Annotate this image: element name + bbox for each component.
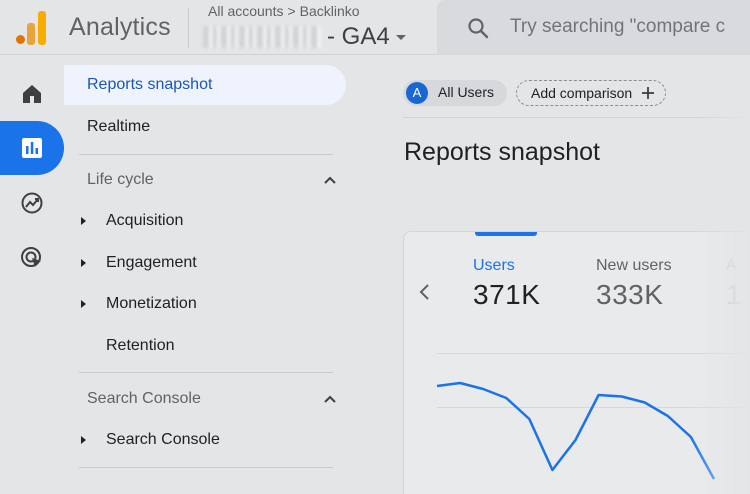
rail-advertising-button[interactable] bbox=[0, 231, 64, 285]
search-icon[interactable] bbox=[466, 16, 490, 40]
nav-item-label: Retention bbox=[106, 337, 175, 354]
users-series-line bbox=[436, 381, 716, 480]
nav-acquisition[interactable]: Acquisition bbox=[64, 201, 346, 241]
nav-reports-snapshot[interactable]: Reports snapshot bbox=[64, 65, 346, 105]
expand-triangle-icon[interactable] bbox=[81, 436, 86, 444]
section-life-cycle[interactable]: Life cycle bbox=[87, 165, 337, 195]
section-label: Search Console bbox=[87, 390, 201, 407]
breadcrumb-root[interactable]: All accounts bbox=[208, 3, 284, 19]
search-input[interactable]: Try searching "compare c bbox=[510, 16, 726, 37]
metric-tab-users[interactable]: Users 371K bbox=[473, 257, 540, 311]
users-line-chart bbox=[436, 381, 716, 480]
chevron-left-icon[interactable] bbox=[418, 282, 432, 302]
rail-reports-button[interactable] bbox=[0, 121, 64, 175]
toolbar-divider bbox=[403, 117, 750, 118]
comparison-avatar: A bbox=[406, 82, 428, 104]
metric-tab-new-users[interactable]: New users 333K bbox=[596, 257, 672, 311]
home-icon bbox=[23, 85, 41, 103]
all-users-chip[interactable]: A All Users bbox=[403, 80, 507, 106]
analytics-logo-icon[interactable] bbox=[16, 9, 48, 45]
section-label: Life cycle bbox=[87, 171, 154, 188]
expand-triangle-icon[interactable] bbox=[81, 217, 86, 225]
rail-explore-button[interactable] bbox=[0, 176, 64, 230]
top-bar: Analytics All accounts > Backlinko - GA4 T… bbox=[0, 0, 750, 55]
advertising-icon bbox=[21, 247, 41, 267]
header-divider bbox=[188, 8, 189, 48]
nav-divider bbox=[79, 467, 333, 468]
active-tab-indicator bbox=[475, 232, 537, 236]
nav-engagement[interactable]: Engagement bbox=[64, 243, 346, 283]
nav-monetization[interactable]: Monetization bbox=[64, 284, 346, 324]
nav-item-label: Acquisition bbox=[106, 212, 184, 229]
search-box[interactable] bbox=[437, 0, 750, 55]
chevron-up-icon[interactable] bbox=[323, 392, 337, 406]
page-title: Reports snapshot bbox=[404, 138, 600, 166]
caret-down-icon[interactable] bbox=[395, 35, 406, 40]
bar-chart-icon bbox=[22, 138, 42, 158]
all-users-label: All Users bbox=[438, 84, 495, 100]
nav-item-label: Realtime bbox=[87, 118, 151, 135]
plus-icon bbox=[642, 87, 654, 99]
chevron-up-icon[interactable] bbox=[323, 173, 337, 187]
overview-card: Users 371K New users 333K A 1 bbox=[403, 231, 750, 494]
expand-triangle-icon[interactable] bbox=[81, 300, 86, 308]
left-rail bbox=[0, 56, 64, 494]
nav-item-label: Engagement bbox=[106, 254, 197, 271]
main-content: A All Users Add comparison Reports snaps… bbox=[348, 56, 750, 494]
redacted-account-name bbox=[203, 26, 321, 48]
metric-label: Users bbox=[473, 257, 515, 274]
breadcrumb-separator: > bbox=[287, 3, 296, 19]
add-comparison-label: Add comparison bbox=[531, 85, 633, 101]
property-selector[interactable]: - GA4 bbox=[203, 22, 406, 52]
nav-item-label: Monetization bbox=[106, 295, 197, 312]
metric-label: New users bbox=[596, 257, 672, 274]
metric-value: 371K bbox=[473, 279, 541, 310]
explore-icon bbox=[21, 192, 43, 214]
reports-nav: Reports snapshot Realtime Life cycle Acq… bbox=[64, 56, 348, 494]
metric-value: 333K bbox=[596, 279, 664, 310]
breadcrumb[interactable]: All accounts > Backlinko bbox=[208, 3, 360, 19]
nav-search-console[interactable]: Search Console bbox=[64, 420, 346, 460]
property-name[interactable]: - GA4 bbox=[327, 23, 390, 50]
app-name[interactable]: Analytics bbox=[69, 13, 171, 41]
nav-item-label: Reports snapshot bbox=[87, 76, 213, 93]
nav-realtime[interactable]: Realtime bbox=[64, 107, 346, 147]
nav-retention[interactable]: Retention bbox=[64, 326, 346, 366]
chart-gridline bbox=[437, 353, 750, 354]
nav-divider bbox=[79, 154, 333, 155]
section-search-console[interactable]: Search Console bbox=[87, 384, 337, 414]
nav-divider bbox=[79, 372, 333, 373]
add-comparison-button[interactable]: Add comparison bbox=[516, 80, 666, 106]
breadcrumb-account[interactable]: Backlinko bbox=[299, 3, 360, 19]
nav-item-label: Search Console bbox=[106, 431, 220, 448]
rail-home-button[interactable] bbox=[0, 67, 64, 121]
expand-triangle-icon[interactable] bbox=[81, 259, 86, 267]
